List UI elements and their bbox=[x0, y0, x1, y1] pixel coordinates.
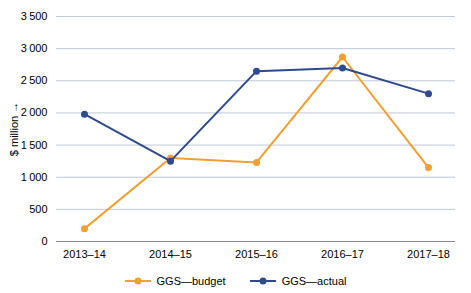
html-text:GGS—budget: GGS—budget bbox=[156, 275, 226, 287]
svg-text:1 500: 1 500 bbox=[21, 139, 48, 151]
svg-text:$ million →: $ million → bbox=[8, 102, 20, 156]
svg-text:2014–15: 2014–15 bbox=[149, 248, 192, 260]
svg-text:2013–14: 2013–14 bbox=[63, 248, 106, 260]
svg-text:3 000: 3 000 bbox=[21, 42, 48, 54]
svg-text:0: 0 bbox=[41, 235, 47, 247]
svg-text:500: 500 bbox=[29, 203, 47, 215]
svg-text:2015–16: 2015–16 bbox=[235, 248, 278, 260]
svg-text:3 500: 3 500 bbox=[21, 10, 48, 22]
svg-text:2 500: 2 500 bbox=[21, 74, 48, 86]
svg-text:1 000: 1 000 bbox=[21, 171, 48, 183]
svg-text:2017–18: 2017–18 bbox=[407, 248, 450, 260]
html-text:GGS—actual: GGS—actual bbox=[281, 275, 347, 287]
svg-text:2016–17: 2016–17 bbox=[321, 248, 364, 260]
svg-text:2 000: 2 000 bbox=[21, 106, 48, 118]
